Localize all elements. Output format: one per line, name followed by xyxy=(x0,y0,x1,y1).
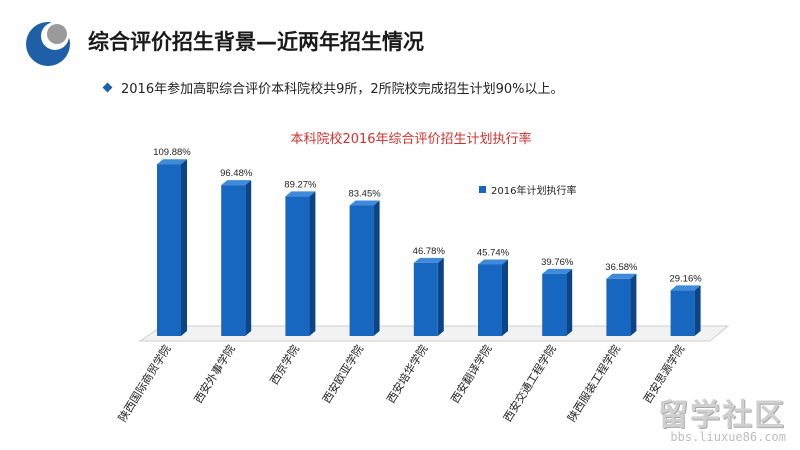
category-label: 西安外事学院 xyxy=(191,342,238,405)
bar-side xyxy=(630,273,637,336)
bar-top xyxy=(670,285,701,291)
category-label: 西安交通工程学院 xyxy=(500,342,559,424)
bar-side xyxy=(245,180,252,336)
bar xyxy=(285,196,310,336)
bar-top xyxy=(542,268,573,274)
category-label: 西安欧亚学院 xyxy=(319,342,366,405)
category-label: 陕西服装工程学院 xyxy=(564,342,623,424)
bar-top xyxy=(157,159,187,165)
bar xyxy=(606,278,631,336)
chart-title: 本科院校2016年综合评价招生计划执行率 xyxy=(290,131,531,147)
data-label: 96.48% xyxy=(220,168,253,179)
data-label: 109.88% xyxy=(153,147,191,158)
bar-side xyxy=(373,200,380,336)
bar-top xyxy=(478,259,508,265)
bar-top xyxy=(221,180,252,186)
page-title: 综合评价招生背景—近两年招生情况 xyxy=(88,30,424,54)
bar xyxy=(157,164,181,336)
bar-side xyxy=(694,285,701,336)
bar-side xyxy=(309,191,316,336)
bar xyxy=(349,205,374,336)
legend-label: 2016年计划执行率 xyxy=(491,184,576,197)
data-label: 39.76% xyxy=(541,257,574,268)
bullet-point: 2016年参加高职综合评价本科院校共9所，2所院校完成招生计划90%以上。 xyxy=(102,78,564,97)
bar-top xyxy=(606,273,637,279)
watermark: 留学社区 bbs.liuxue86.com xyxy=(658,390,786,444)
logo-icon xyxy=(26,22,70,66)
category-label: 西安翻译学院 xyxy=(448,342,495,405)
data-label: 83.45% xyxy=(348,189,381,200)
watermark-brand: 留学社区 xyxy=(658,398,786,433)
legend-swatch xyxy=(479,186,486,193)
data-label: 45.74% xyxy=(477,247,510,258)
bar xyxy=(670,290,695,336)
bar xyxy=(413,262,438,336)
bar-side xyxy=(437,257,444,336)
bar xyxy=(542,273,567,336)
chart-legend: 2016年计划执行率 xyxy=(479,184,576,197)
watermark-url: bbs.liuxue86.com xyxy=(670,430,786,444)
bar-top xyxy=(285,191,316,197)
data-label: 89.27% xyxy=(284,179,317,190)
category-label: 西京学院 xyxy=(267,342,302,387)
bar-side xyxy=(502,259,508,336)
bar xyxy=(221,185,246,336)
bar-side xyxy=(181,159,187,336)
data-label: 46.78% xyxy=(413,246,446,257)
bars-group: 109.88% 陕西国际商贸学院 96.48% 西安外事学院 89.27% 西京学院 83.… xyxy=(115,147,702,424)
category-label: 陕西国际商贸学院 xyxy=(115,342,174,424)
bar-top xyxy=(349,200,380,206)
bar-side xyxy=(566,268,573,336)
data-label: 29.16% xyxy=(669,273,702,284)
category-label: 西安培华学院 xyxy=(383,342,430,405)
bullet-text: 2016年参加高职综合评价本科院校共9所，2所院校完成招生计划90%以上。 xyxy=(121,82,564,97)
bar xyxy=(478,264,502,336)
data-label: 36.58% xyxy=(605,262,638,273)
bar-top xyxy=(413,257,444,263)
